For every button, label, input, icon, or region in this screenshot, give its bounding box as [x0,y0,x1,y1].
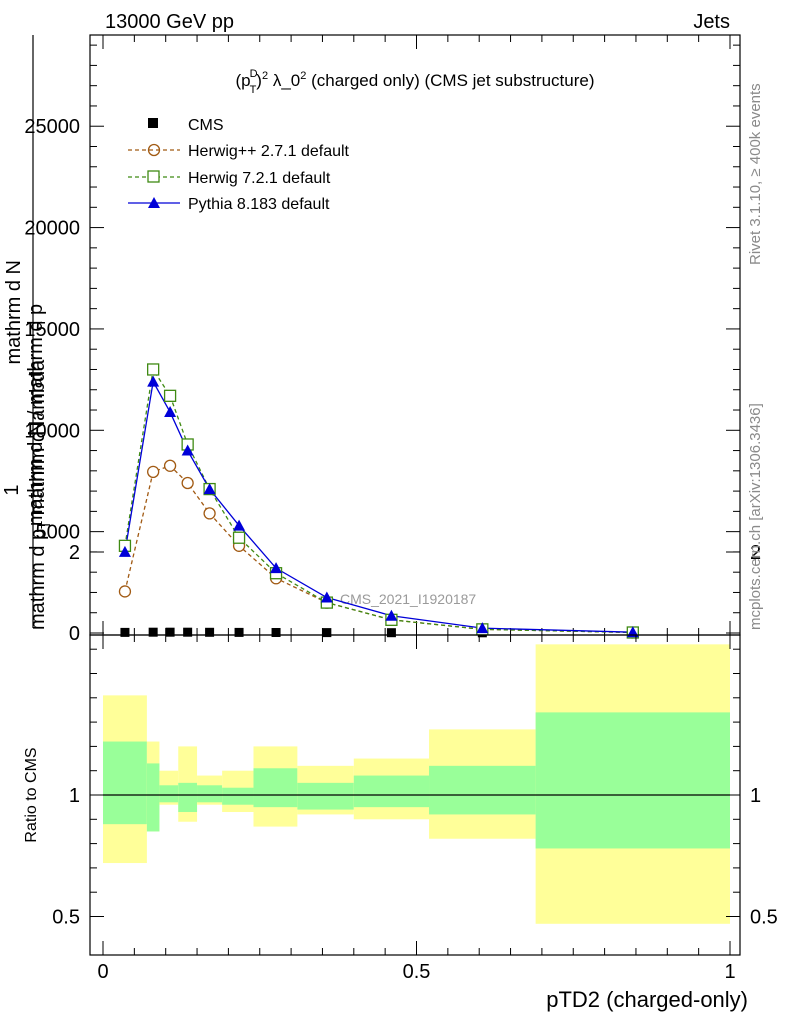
ylabel-one: 1 [1,484,23,495]
ratio-band-green [222,787,254,805]
main-y-tick-label: 20000 [24,218,80,240]
mcplots-note: mcplots.cern.ch [arXiv:1306.3436] [747,403,764,630]
legend-label-cms: CMS [188,117,224,134]
point-herwig-2-7-1-default [163,459,177,472]
point-pythia-8-183-default [147,375,160,387]
title-post: (charged only) (CMS jet substructure) [306,71,594,90]
main-y-tick-label: 25000 [24,116,80,138]
point-pythia-8-183-default [385,609,398,621]
ratio-x-ticks: 0 0.5 1 [97,635,736,983]
title-sup-3: 2 [300,70,306,82]
point-pythia-8-183-default [118,545,131,557]
main-y-tick-label: 15000 [24,319,80,341]
main-y-tick-label: 5000 [36,522,81,544]
series-line-herwig-7-2-1-default [124,367,633,634]
ratio-y-axis-label: Ratio to CMS [23,747,40,842]
x-tick-label: 1 [724,961,735,983]
point-cms [322,628,332,638]
point-herwig-7-2-1-default [232,531,246,544]
point-herwig-2-7-1-default [203,507,216,520]
point-pythia-8-183-default [233,519,246,531]
category-label: Jets [693,11,730,33]
legend-marker-herwigpp [147,143,161,157]
legend-marker-pythia [148,197,160,208]
ratio-band-green [297,782,354,810]
point-cms [271,627,281,637]
legend-marker-cms [148,118,158,128]
watermark-label: CMS_2021_I1920187 [340,591,476,607]
energy-label: 13000 GeV pp [105,11,234,33]
title-mid: λ_0 [268,71,300,90]
point-pythia-8-183-default [270,562,283,574]
title-close: ) [256,71,262,90]
ratio-plot-panel: 0.5 0.51 12 2 0 0.5 1 Ratio to CMS [23,542,778,983]
ratio-bands [103,644,730,924]
x-tick-label: 0 [97,961,108,983]
legend-label-herwig7: Herwig 7.2.1 default [188,170,331,187]
title-sup-d: D [250,68,258,80]
point-cms [205,627,215,637]
point-herwig-2-7-1-default [181,476,194,490]
legend-label-pythia: Pythia 8.183 default [188,196,330,213]
point-herwig-7-2-1-default [147,363,160,376]
plot-title: (pD T)2 λ_02 (charged only) (CMS jet subs… [235,68,594,96]
point-cms [183,627,193,637]
point-pythia-8-183-default [181,444,194,456]
title-sup-2: 2 [262,70,268,82]
ratio-y-tick-label-right: 1 [750,785,761,807]
ratio-band-green [178,782,198,813]
point-pythia-8-183-default [320,591,333,603]
point-pythia-8-183-default [203,483,216,495]
ratio-band-green [197,785,223,803]
x-tick-label: 0.5 [403,961,431,983]
ratio-y-tick-label: 1 [69,785,80,807]
ratio-band-green [146,763,160,832]
point-cms [148,627,158,637]
legend-label-herwigpp: Herwig++ 2.7.1 default [188,143,350,160]
title-pre: (p [235,71,250,90]
main-y-ticks: 0 5000 10000 15000 20000 25000 [24,44,740,645]
ratio-y-tick-label: 0.5 [52,907,80,929]
ratio-y-ticks: 0.5 0.5 1 1 2 2 [52,542,778,929]
x-axis-label: pTD2 (charged-only) [546,987,748,1012]
ylabel-numerator-line1: mathrm d N [3,260,25,364]
main-plot-panel: 0 5000 10000 15000 20000 25000 CMS_2021_I1920… [24,34,741,645]
ratio-band-green [253,768,298,808]
point-cms [386,628,396,638]
point-herwig-2-7-1-default [118,585,132,598]
point-cms [234,627,244,637]
main-y-tick-label: 0 [69,623,80,645]
legend: CMS Herwig++ 2.7.1 default Herwig 7.2.1 … [128,117,350,213]
point-pythia-8-183-default [476,622,489,634]
point-cms [120,627,130,637]
ratio-y-tick-label-right: 2 [750,542,761,564]
ratio-band-green [535,712,730,849]
rivet-note: Rivet 3.1.10, ≥ 400k events [747,83,764,265]
point-herwig-7-2-1-default [163,389,177,402]
series-markers [118,363,639,639]
ylabel-numerator-line2: mathrm d pT mathrm d lambda [27,359,53,630]
point-herwig-2-7-1-default [147,465,160,478]
main-y-axis-label: 1 mathrm d N / mathrm d p mathrm d N mat… [1,35,53,630]
title-sub-t: T [250,84,257,96]
main-y-tick-label: 10000 [24,420,80,442]
ratio-band-green [353,775,430,808]
ratio-y-tick-label: 2 [69,542,80,564]
point-pythia-8-183-default [164,406,177,418]
point-cms [165,627,175,637]
ratio-band-green [429,765,536,815]
legend-marker-herwig7 [147,170,160,183]
ratio-band-green [159,785,179,803]
ylabel-denominator: mathrm d N / mathrm d p [25,304,47,526]
ratio-y-tick-label-right: 0.5 [750,907,778,929]
ratio-band-green [103,741,147,825]
series-line-herwig-2-7-1-default [124,465,633,634]
